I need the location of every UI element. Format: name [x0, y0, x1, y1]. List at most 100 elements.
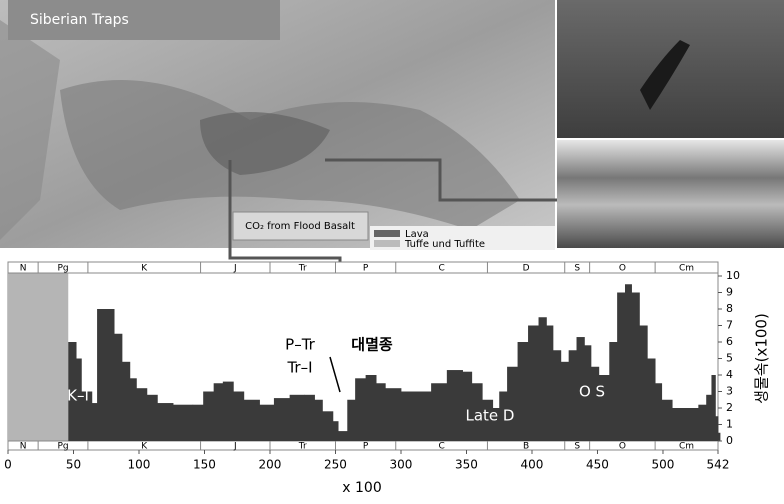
- period-label: Pg: [57, 442, 68, 452]
- x-tick-label: 400: [521, 458, 544, 472]
- genus-bar: [121, 361, 131, 441]
- genus-bar: [289, 394, 305, 441]
- genus-bar: [365, 375, 377, 441]
- annotation: Late D: [466, 407, 515, 425]
- period-label: Tr: [298, 264, 307, 274]
- period-label: C: [438, 442, 444, 452]
- genus-bar: [609, 342, 618, 441]
- genus-bar: [347, 399, 356, 441]
- callout-box: [232, 211, 369, 241]
- x-tick-label: 200: [259, 458, 282, 472]
- annotation: 대멸종: [351, 336, 393, 354]
- period-label: K: [141, 264, 148, 274]
- period-label: S: [574, 442, 580, 452]
- map: Siberian Traps CO₂ from Flood Basalt Lav…: [0, 0, 784, 322]
- genus-bar: [376, 383, 386, 441]
- genus-bar: [81, 391, 93, 441]
- period-label: Cm: [679, 264, 694, 274]
- genus-bar: [546, 325, 554, 441]
- genus-bar: [661, 399, 673, 441]
- y-tick-label: 10: [726, 269, 740, 282]
- y-tick-label: 2: [726, 401, 733, 414]
- genus-bar: [499, 391, 508, 441]
- genus-bar: [314, 399, 323, 441]
- genus-bar: [259, 404, 275, 441]
- genus-bar: [706, 394, 712, 441]
- genus-bar: [400, 391, 418, 441]
- period-label: Pg: [57, 264, 68, 274]
- genus-bar: [507, 366, 518, 441]
- genus-bar: [598, 375, 610, 441]
- x-tick-label: 0: [4, 458, 12, 472]
- annotation: K–I: [67, 387, 89, 405]
- y-tick-label: 1: [726, 418, 733, 431]
- genus-bar: [243, 399, 260, 441]
- genus-bar: [129, 378, 137, 441]
- y-axis-label: 생물속(x100): [753, 313, 771, 404]
- legend-label: Lava: [405, 229, 429, 240]
- genus-bar: [68, 342, 77, 441]
- y-tick-label: 5: [726, 352, 733, 365]
- genus-bar: [482, 399, 494, 441]
- x-tick-label: 100: [128, 458, 151, 472]
- photo-detail: [640, 40, 690, 110]
- x-tick-label: 300: [390, 458, 413, 472]
- y-tick-label: 3: [726, 385, 733, 398]
- genus-bar: [338, 431, 348, 441]
- genus-bar: [584, 345, 592, 441]
- map-title-box: [8, 0, 280, 40]
- genus-bar: [233, 391, 245, 441]
- annotation: Tr–I: [286, 359, 312, 377]
- map-relief: [0, 20, 60, 240]
- genus-bar: [332, 421, 339, 441]
- period-label: C: [438, 264, 444, 274]
- genus-bar: [106, 309, 115, 441]
- x-tick-label: 500: [652, 458, 675, 472]
- period-label: K: [141, 442, 148, 452]
- y-tick-label: 0: [726, 434, 733, 447]
- x-tick-label: 50: [66, 458, 81, 472]
- y-tick-label: 8: [726, 302, 733, 315]
- genus-bar: [590, 366, 600, 441]
- genus-bar: [471, 383, 483, 441]
- period-label: J: [233, 264, 237, 274]
- genus-bar: [655, 383, 663, 441]
- genus-bar: [517, 342, 529, 441]
- genus-bar: [715, 416, 719, 441]
- annotation-pointer: [329, 356, 341, 393]
- genus-bar: [560, 361, 570, 441]
- genus-bar: [647, 358, 656, 441]
- genus-bar: [462, 371, 473, 441]
- y-tick-label: 6: [726, 335, 733, 348]
- genus-bar: [631, 292, 640, 441]
- genus-bar: [528, 325, 539, 441]
- genus-bar: [97, 309, 107, 441]
- period-label: D: [523, 264, 530, 274]
- genus-bar: [322, 411, 334, 441]
- y-tick-label: 9: [726, 286, 733, 299]
- period-label: J: [233, 442, 237, 452]
- genus-bar: [146, 394, 158, 441]
- x-axis-label: x 100: [342, 480, 381, 496]
- period-label: O: [619, 442, 626, 452]
- genus-bar: [157, 403, 174, 441]
- genus-bar: [538, 317, 547, 441]
- genus-bar: [624, 284, 632, 441]
- x-tick-label: 250: [324, 458, 347, 472]
- period-label: P: [363, 264, 369, 274]
- genus-bar: [91, 403, 98, 441]
- annotation: O S: [579, 383, 605, 401]
- map-title: Siberian Traps: [30, 12, 129, 28]
- genus-bar: [136, 388, 148, 441]
- genus-bar: [446, 370, 463, 441]
- annotation: P–Tr: [285, 336, 316, 354]
- genus-bar: [492, 408, 500, 441]
- period-label: P: [363, 442, 369, 452]
- genus-bar: [698, 404, 707, 441]
- genus-bar: [672, 408, 686, 441]
- genus-bar: [304, 394, 315, 441]
- photo: [557, 140, 784, 248]
- genus-bar: [576, 337, 585, 441]
- period-label: N: [20, 264, 27, 274]
